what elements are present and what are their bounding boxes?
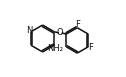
Text: F: F bbox=[75, 20, 80, 29]
Text: NH₂: NH₂ bbox=[47, 44, 63, 53]
Text: F: F bbox=[88, 43, 93, 52]
Text: N: N bbox=[26, 26, 33, 35]
Text: O: O bbox=[57, 28, 64, 37]
